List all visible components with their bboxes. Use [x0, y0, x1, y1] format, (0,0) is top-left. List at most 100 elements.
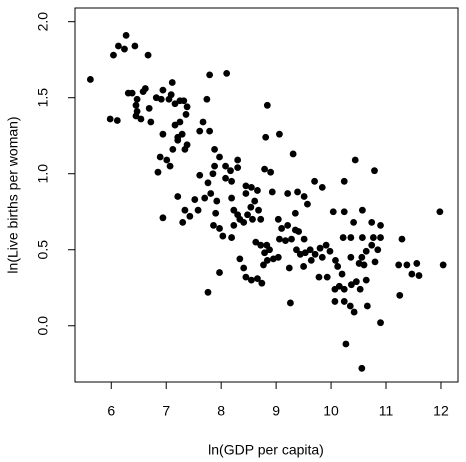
point: [128, 89, 136, 97]
point: [228, 194, 236, 202]
point: [145, 104, 153, 112]
point: [334, 263, 342, 270]
point: [377, 234, 384, 241]
point: [228, 177, 236, 185]
point: [301, 249, 309, 257]
point: [274, 215, 282, 223]
point: [199, 118, 207, 126]
point: [211, 145, 218, 153]
point: [395, 261, 403, 269]
point: [201, 194, 209, 202]
point: [340, 298, 348, 305]
point: [331, 285, 339, 293]
point: [180, 97, 188, 105]
point: [203, 95, 211, 103]
point: [255, 206, 262, 214]
point: [408, 270, 416, 278]
point: [439, 261, 447, 269]
point: [179, 218, 187, 226]
point: [318, 183, 326, 191]
point: [368, 218, 376, 226]
point: [352, 278, 360, 286]
point: [181, 206, 189, 214]
point: [289, 150, 297, 158]
point: [169, 145, 177, 153]
point: [171, 121, 179, 129]
point: [267, 168, 275, 176]
point: [236, 255, 244, 263]
point: [315, 273, 323, 281]
point: [362, 276, 370, 284]
point: [282, 237, 289, 245]
y-tick-label: 0.5: [35, 240, 51, 260]
point: [234, 164, 242, 172]
point: [363, 302, 371, 310]
point: [358, 234, 366, 241]
point: [377, 222, 384, 229]
x-tick-label: 7: [162, 403, 170, 419]
point: [210, 222, 217, 229]
point: [244, 211, 251, 219]
point: [168, 79, 176, 86]
point: [242, 182, 250, 190]
y-tick-label: 1.5: [35, 88, 51, 108]
point: [368, 241, 376, 249]
point: [171, 100, 179, 108]
point: [176, 118, 184, 126]
point: [300, 235, 308, 243]
point: [260, 261, 267, 269]
x-tick-label: 9: [272, 403, 280, 419]
point: [276, 235, 283, 243]
point: [396, 291, 404, 299]
point: [222, 174, 229, 182]
point: [339, 234, 347, 241]
point: [156, 153, 164, 161]
point: [371, 258, 379, 266]
point: [133, 95, 141, 103]
plot-frame: [74, 7, 459, 383]
point: [194, 206, 202, 214]
point: [294, 188, 301, 196]
point: [204, 288, 212, 296]
point: [285, 264, 293, 272]
point: [222, 162, 229, 170]
point: [144, 51, 152, 59]
point: [311, 250, 319, 258]
point: [358, 253, 366, 261]
point: [347, 253, 355, 261]
point: [252, 238, 260, 246]
point: [415, 272, 423, 279]
point: [258, 279, 266, 287]
point: [347, 281, 355, 289]
point: [306, 246, 314, 254]
point: [249, 215, 256, 223]
point: [132, 101, 140, 109]
point: [287, 299, 294, 307]
point: [178, 130, 186, 138]
point: [291, 209, 299, 217]
point: [196, 171, 204, 179]
point: [132, 112, 140, 120]
point: [278, 225, 286, 232]
point: [196, 127, 204, 135]
point: [288, 235, 295, 243]
point: [209, 170, 217, 178]
point: [166, 162, 174, 170]
point: [261, 165, 268, 173]
point: [340, 208, 348, 216]
point: [350, 218, 357, 226]
point: [186, 212, 194, 220]
point: [318, 253, 326, 261]
point: [307, 256, 315, 264]
point: [358, 206, 366, 214]
point: [227, 167, 234, 175]
point: [276, 130, 283, 138]
x-tick-label: 11: [379, 403, 394, 419]
point: [329, 208, 337, 216]
point: [247, 203, 255, 211]
point: [360, 261, 368, 269]
point: [230, 222, 238, 229]
point: [141, 85, 149, 92]
y-axis-label: ln(Live births per woman): [5, 116, 21, 273]
